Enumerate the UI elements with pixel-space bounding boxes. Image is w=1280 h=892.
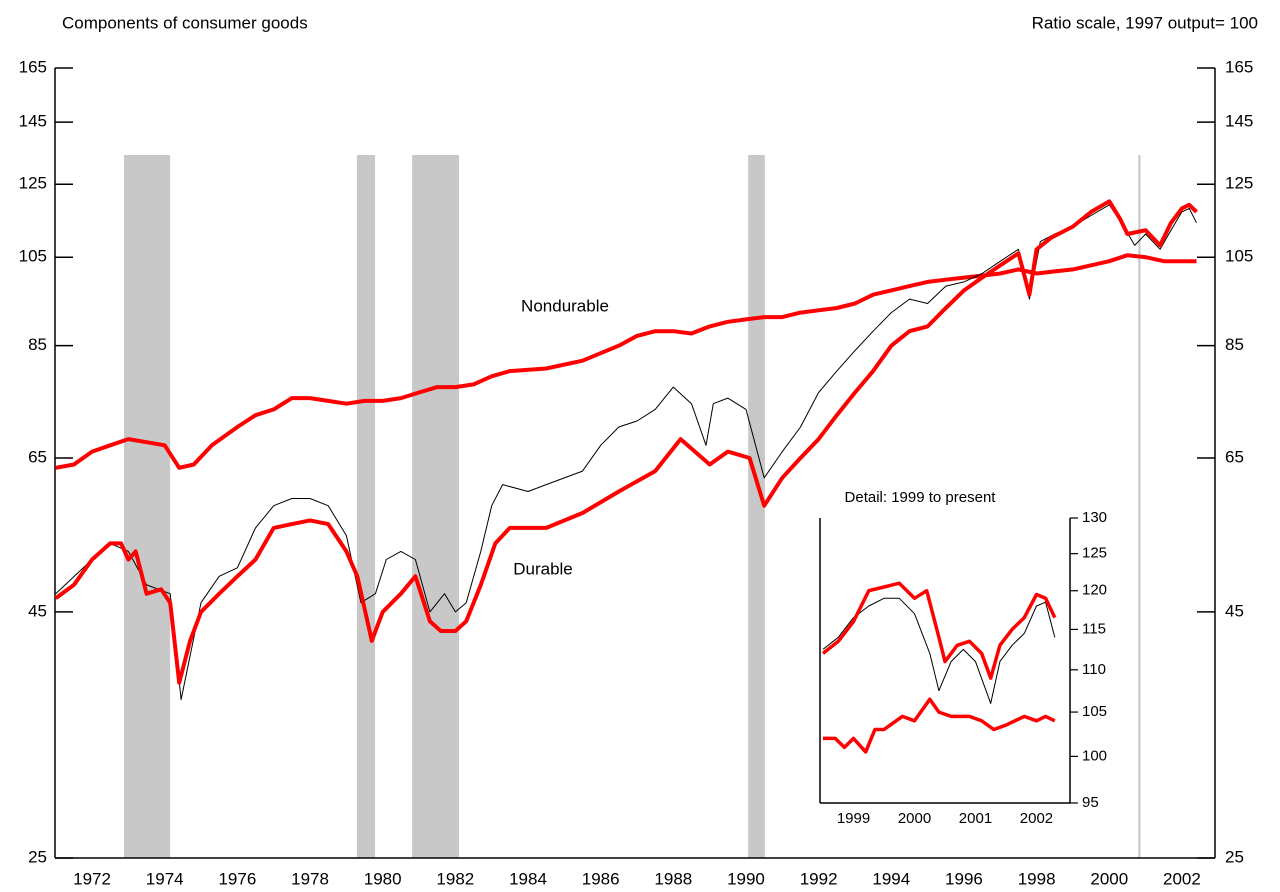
y-tick-label-right: 85 bbox=[1225, 335, 1244, 354]
y-tick-label-right: 125 bbox=[1082, 545, 1107, 562]
y-tick-label-right: 110 bbox=[1082, 661, 1106, 678]
x-tick-label: 2000 bbox=[1090, 869, 1128, 888]
x-tick-label: 1980 bbox=[364, 869, 402, 888]
series-label: Durable bbox=[513, 559, 573, 578]
x-tick-label: 1974 bbox=[146, 869, 184, 888]
y-tick-label-right: 100 bbox=[1082, 747, 1107, 764]
data-line bbox=[54, 199, 1198, 685]
x-tick-label: 2002 bbox=[1020, 810, 1053, 827]
data-line bbox=[55, 204, 1197, 701]
y-tick-label-right: 145 bbox=[1225, 112, 1253, 131]
x-tick-label: 1984 bbox=[509, 869, 547, 888]
x-tick-label: 1996 bbox=[945, 869, 983, 888]
series-label: Nondurable bbox=[521, 296, 609, 315]
x-tick-label: 2001 bbox=[959, 810, 992, 827]
y-tick-label: 45 bbox=[28, 601, 47, 620]
y-tick-label: 125 bbox=[19, 174, 47, 193]
y-tick-label: 25 bbox=[28, 847, 47, 866]
recession-shade bbox=[124, 155, 171, 858]
x-tick-label: 1986 bbox=[582, 869, 620, 888]
y-tick-label-right: 45 bbox=[1225, 601, 1244, 620]
recession-shade bbox=[412, 155, 459, 858]
x-tick-label: 1982 bbox=[436, 869, 474, 888]
y-tick-label: 65 bbox=[28, 447, 47, 466]
inset-chart: Detail: 1999 to present 95 100 105 110 115 120… bbox=[812, 486, 1112, 832]
y-tick-label: 105 bbox=[19, 247, 47, 266]
header-left: Components of consumer goods bbox=[62, 13, 308, 32]
data-line bbox=[55, 253, 1197, 470]
y-tick-label: 165 bbox=[19, 57, 47, 76]
y-tick-label-right: 105 bbox=[1225, 247, 1253, 266]
x-tick-label: 1994 bbox=[872, 869, 910, 888]
y-tick-label-right: 120 bbox=[1082, 582, 1107, 599]
y-tick-label: 85 bbox=[28, 335, 47, 354]
recession-shade bbox=[748, 155, 765, 858]
x-tick-label: 1998 bbox=[1018, 869, 1056, 888]
y-tick-label-right: 65 bbox=[1225, 447, 1244, 466]
x-tick-label: 1972 bbox=[73, 869, 111, 888]
y-tick-label-right: 115 bbox=[1082, 620, 1106, 637]
inset-title: Detail: 1999 to present bbox=[845, 489, 997, 506]
y-tick-label-right: 105 bbox=[1082, 703, 1107, 720]
y-tick-label: 145 bbox=[19, 112, 47, 131]
recession-shade bbox=[356, 155, 376, 858]
x-tick-label: 1992 bbox=[800, 869, 838, 888]
data-line bbox=[822, 597, 1056, 704]
y-tick-label-right: 165 bbox=[1225, 57, 1253, 76]
x-tick-label: 1999 bbox=[837, 810, 870, 827]
x-tick-label: 1990 bbox=[727, 869, 765, 888]
y-tick-label-right: 95 bbox=[1082, 794, 1099, 811]
y-tick-label-right: 25 bbox=[1225, 847, 1244, 866]
header-right: Ratio scale, 1997 output= 100 bbox=[1032, 13, 1258, 32]
inset-background bbox=[812, 486, 1112, 832]
data-line bbox=[823, 697, 1056, 754]
x-tick-label: 2000 bbox=[898, 810, 931, 827]
main-chart: 25 25 45 45 65 65 85 85 105 105 125 125 145 145 165 165… bbox=[19, 57, 1254, 888]
data-line bbox=[821, 581, 1057, 680]
x-tick-label: 1978 bbox=[291, 869, 329, 888]
x-tick-label: 2002 bbox=[1163, 869, 1201, 888]
x-tick-label: 1976 bbox=[218, 869, 256, 888]
y-tick-label-right: 125 bbox=[1225, 174, 1253, 193]
recession-shade bbox=[1138, 155, 1141, 858]
x-tick-label: 1988 bbox=[654, 869, 692, 888]
y-tick-label-right: 130 bbox=[1082, 509, 1107, 526]
